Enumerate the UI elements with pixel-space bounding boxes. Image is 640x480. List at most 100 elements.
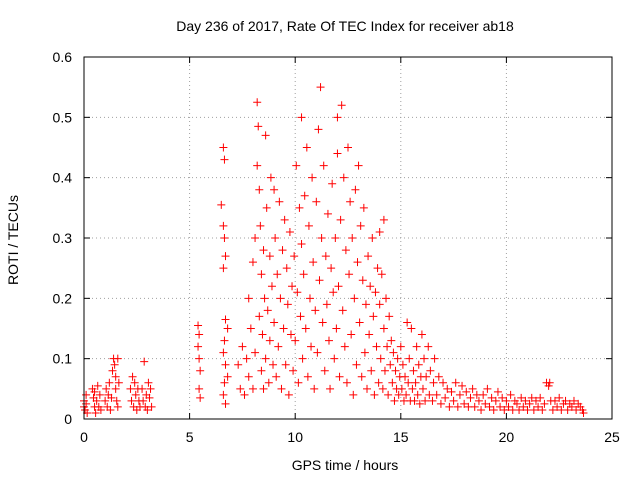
data-point xyxy=(405,354,414,363)
data-point xyxy=(447,387,456,396)
data-point xyxy=(410,396,419,405)
data-point xyxy=(96,405,105,414)
data-point xyxy=(111,384,120,393)
data-point xyxy=(555,393,564,402)
data-point xyxy=(409,366,418,375)
data-point xyxy=(293,288,302,297)
grid-lines xyxy=(84,57,612,419)
data-point xyxy=(563,405,572,414)
data-point xyxy=(360,348,369,357)
data-point xyxy=(300,191,309,200)
data-point xyxy=(242,354,251,363)
data-point xyxy=(282,264,291,273)
data-point xyxy=(561,396,570,405)
data-point xyxy=(221,360,230,369)
data-point xyxy=(110,360,119,369)
data-point xyxy=(139,396,148,405)
data-point xyxy=(261,354,270,363)
data-point xyxy=(255,312,264,321)
data-point xyxy=(82,399,91,408)
data-point xyxy=(324,336,333,345)
data-point xyxy=(407,324,416,333)
data-point xyxy=(113,354,122,363)
data-point xyxy=(219,143,228,152)
data-point xyxy=(257,270,266,279)
data-point xyxy=(265,336,274,345)
data-point xyxy=(367,366,376,375)
data-point xyxy=(274,342,283,351)
y-tick-label: 0.3 xyxy=(53,230,73,246)
data-point xyxy=(569,396,578,405)
data-point xyxy=(220,155,229,164)
y-tick-label: 0.6 xyxy=(53,49,73,65)
data-point xyxy=(491,396,500,405)
data-point xyxy=(538,405,547,414)
data-point xyxy=(502,396,511,405)
data-point xyxy=(111,372,120,381)
data-point xyxy=(223,372,232,381)
data-point xyxy=(515,405,524,414)
data-point xyxy=(302,143,311,152)
data-point xyxy=(295,203,304,212)
data-point xyxy=(415,399,424,408)
x-tick-label: 5 xyxy=(186,429,194,445)
data-point xyxy=(414,360,423,369)
data-point xyxy=(313,348,322,357)
data-point xyxy=(305,294,314,303)
data-point xyxy=(579,408,588,417)
data-point xyxy=(196,366,205,375)
data-point xyxy=(498,393,507,402)
data-point xyxy=(373,264,382,273)
data-point xyxy=(380,366,389,375)
data-point xyxy=(259,384,268,393)
data-point xyxy=(321,252,330,261)
data-point xyxy=(378,384,387,393)
data-point xyxy=(221,315,230,324)
data-point xyxy=(255,185,264,194)
data-point xyxy=(411,378,420,387)
y-tick-labels: 0 0.1 0.2 0.3 0.4 0.5 0.6 xyxy=(53,49,73,427)
data-point xyxy=(114,378,123,387)
data-point xyxy=(525,399,534,408)
data-point xyxy=(296,312,305,321)
data-point xyxy=(389,348,398,357)
data-point xyxy=(265,252,274,261)
data-point xyxy=(144,378,153,387)
data-point xyxy=(289,366,298,375)
data-point xyxy=(280,215,289,224)
data-point xyxy=(383,342,392,351)
data-point xyxy=(221,399,230,408)
data-point xyxy=(279,324,288,333)
data-point xyxy=(276,294,285,303)
data-point xyxy=(545,378,554,387)
y-tick-label: 0 xyxy=(64,411,72,427)
data-point xyxy=(262,203,271,212)
x-tick-labels: 0 5 10 15 20 25 xyxy=(80,429,620,445)
data-point xyxy=(195,384,204,393)
data-point xyxy=(496,402,505,411)
data-point xyxy=(244,294,253,303)
data-point xyxy=(425,390,434,399)
data-point xyxy=(251,234,260,242)
data-point xyxy=(393,354,402,363)
data-point xyxy=(443,384,452,393)
data-point xyxy=(485,402,494,411)
data-point xyxy=(424,342,433,351)
data-point xyxy=(284,390,293,399)
data-point xyxy=(256,221,265,230)
data-point xyxy=(108,366,117,375)
data-point xyxy=(90,387,99,396)
data-point xyxy=(394,390,403,399)
data-point xyxy=(341,246,350,255)
data-point xyxy=(348,234,357,242)
data-point xyxy=(455,390,464,399)
data-point xyxy=(352,360,361,369)
data-point xyxy=(363,384,372,393)
data-point xyxy=(292,161,301,170)
data-point xyxy=(219,390,228,399)
axis-ticks xyxy=(83,56,613,420)
data-point xyxy=(422,372,431,381)
data-point xyxy=(519,402,528,411)
data-point xyxy=(335,372,344,381)
data-point xyxy=(408,384,417,393)
